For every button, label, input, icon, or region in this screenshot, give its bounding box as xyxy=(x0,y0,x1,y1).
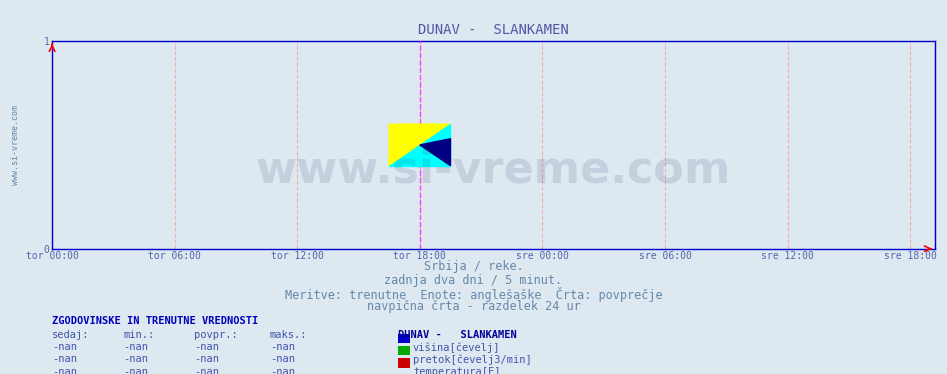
Text: temperatura[F]: temperatura[F] xyxy=(413,367,500,374)
Text: -nan: -nan xyxy=(270,342,295,352)
Text: Srbija / reke.: Srbija / reke. xyxy=(423,260,524,273)
Text: -nan: -nan xyxy=(123,342,148,352)
Text: Meritve: trenutne  Enote: anglešaške  Črta: povprečje: Meritve: trenutne Enote: anglešaške Črta… xyxy=(285,287,662,302)
Text: navpična črta - razdelek 24 ur: navpična črta - razdelek 24 ur xyxy=(366,300,581,313)
Text: -nan: -nan xyxy=(52,354,77,364)
Polygon shape xyxy=(389,124,451,166)
Text: -nan: -nan xyxy=(52,367,77,374)
Text: -nan: -nan xyxy=(194,342,219,352)
Text: -nan: -nan xyxy=(270,354,295,364)
Text: sedaj:: sedaj: xyxy=(52,330,90,340)
Text: -nan: -nan xyxy=(52,342,77,352)
Text: zadnja dva dni / 5 minut.: zadnja dva dni / 5 minut. xyxy=(384,274,563,287)
Text: -nan: -nan xyxy=(194,367,219,374)
Polygon shape xyxy=(389,124,451,166)
Text: -nan: -nan xyxy=(123,367,148,374)
Text: višina[čevelj]: višina[čevelj] xyxy=(413,342,500,353)
Text: www.si-vreme.com: www.si-vreme.com xyxy=(256,148,731,191)
Text: maks.:: maks.: xyxy=(270,330,308,340)
Text: www.si-vreme.com: www.si-vreme.com xyxy=(10,105,20,185)
Title: DUNAV -  SLANKAMEN: DUNAV - SLANKAMEN xyxy=(418,23,569,37)
Text: -nan: -nan xyxy=(270,367,295,374)
Text: povpr.:: povpr.: xyxy=(194,330,238,340)
Text: DUNAV -   SLANKAMEN: DUNAV - SLANKAMEN xyxy=(398,330,516,340)
Text: pretok[čevelj3/min]: pretok[čevelj3/min] xyxy=(413,354,531,365)
Text: -nan: -nan xyxy=(194,354,219,364)
Text: ZGODOVINSKE IN TRENUTNE VREDNOSTI: ZGODOVINSKE IN TRENUTNE VREDNOSTI xyxy=(52,316,259,326)
Text: -nan: -nan xyxy=(123,354,148,364)
Polygon shape xyxy=(420,139,451,166)
Text: min.:: min.: xyxy=(123,330,154,340)
